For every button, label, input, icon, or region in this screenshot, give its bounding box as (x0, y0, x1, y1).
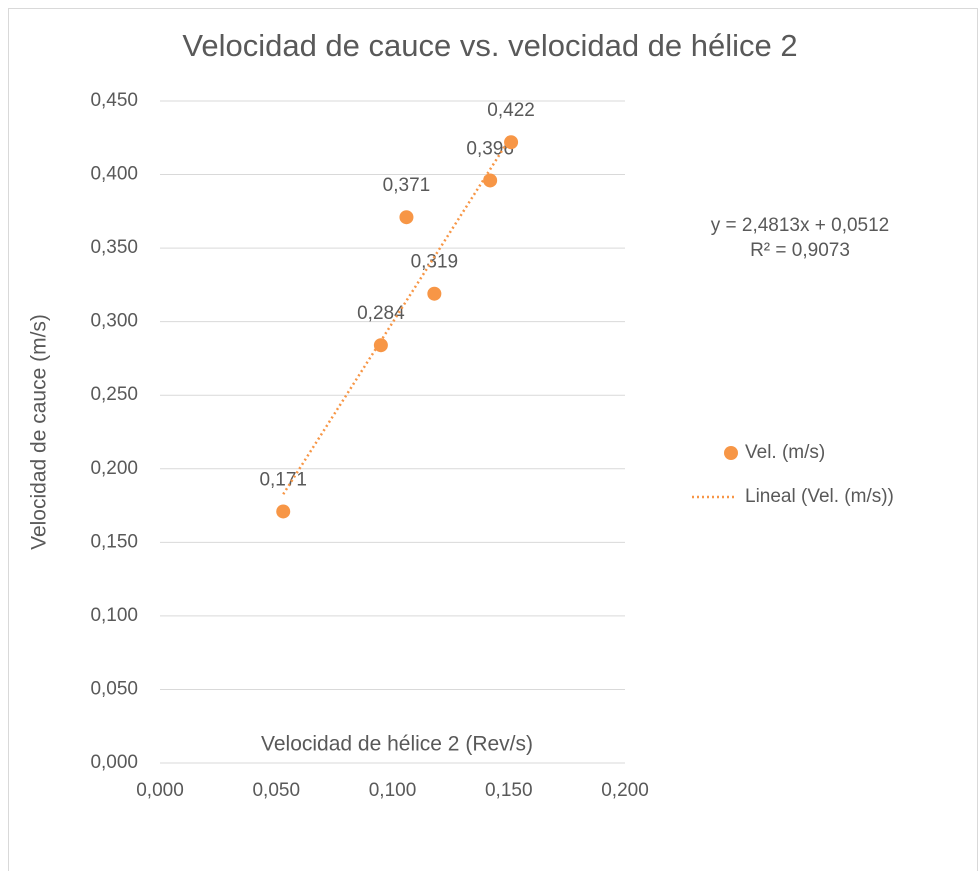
y-tick-label: 0,400 (90, 164, 138, 185)
legend-marker (724, 446, 738, 460)
chart-title: Velocidad de cauce vs. velocidad de héli… (182, 28, 797, 63)
y-tick-label: 0,450 (90, 90, 138, 111)
y-tick-label: 0,200 (90, 458, 138, 479)
point (427, 286, 442, 301)
data-label: 0,422 (487, 100, 535, 121)
chart-frame (8, 8, 978, 876)
point (483, 173, 498, 188)
point (399, 210, 414, 225)
y-tick-label: 0,100 (90, 605, 138, 626)
y-axis-label: Velocidad de cauce (m/s) (28, 314, 51, 550)
x-tick-label: 0,050 (252, 780, 300, 801)
x-tick-label: 0,150 (485, 780, 533, 801)
y-tick-label: 0,350 (90, 237, 138, 258)
y-tick-label: 0,150 (90, 531, 138, 552)
y-tick-label: 0,000 (90, 752, 138, 773)
point (504, 135, 519, 150)
x-axis-label: Velocidad de hélice 2 (Rev/s) (261, 733, 533, 756)
legend-label: Vel. (m/s) (745, 442, 825, 463)
y-tick-label: 0,300 (90, 311, 138, 332)
data-label: 0,171 (259, 469, 307, 490)
data-label: 0,371 (383, 175, 431, 196)
trend-equation: y = 2,4813x + 0,0512 (711, 215, 890, 236)
y-tick-label: 0,050 (90, 678, 138, 699)
x-tick-label: 0,100 (369, 780, 417, 801)
point (373, 338, 388, 353)
x-tick-label: 0,200 (601, 780, 649, 801)
y-tick-label: 0,250 (90, 384, 138, 405)
trendline (282, 135, 513, 495)
trend-r2: R² = 0,9073 (750, 240, 850, 261)
data-label: 0,319 (411, 252, 459, 273)
point (276, 504, 291, 519)
data-label: 0,396 (466, 138, 514, 159)
data-label: 0,284 (357, 303, 405, 324)
legend-label: Lineal (Vel. (m/s)) (745, 486, 894, 507)
x-tick-label: 0,000 (136, 780, 184, 801)
